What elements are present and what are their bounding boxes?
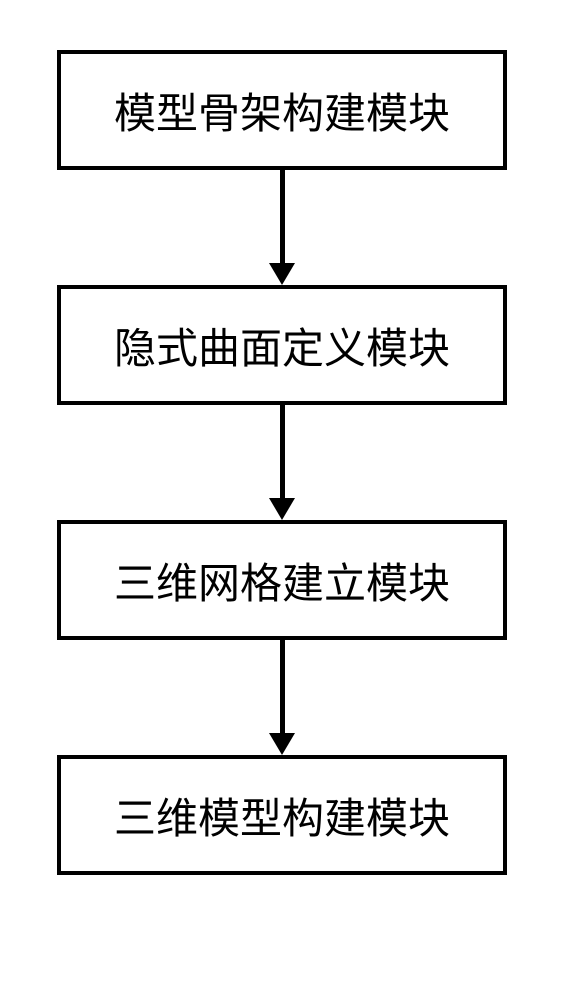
arrow-head-icon (269, 733, 295, 755)
arrow-shaft (280, 170, 285, 263)
flowchart-node: 三维模型构建模块 (57, 755, 507, 875)
flowchart-container: 模型骨架构建模块 隐式曲面定义模块 三维网格建立模块 三维模型构建模块 (0, 0, 564, 1000)
flowchart-node: 隐式曲面定义模块 (57, 285, 507, 405)
arrow-shaft (280, 405, 285, 498)
flowchart-arrow (269, 640, 295, 755)
flowchart-arrow (269, 170, 295, 285)
arrow-head-icon (269, 263, 295, 285)
arrow-head-icon (269, 498, 295, 520)
flowchart-node: 三维网格建立模块 (57, 520, 507, 640)
arrow-shaft (280, 640, 285, 733)
node-label: 隐式曲面定义模块 (114, 315, 450, 376)
node-label: 三维模型构建模块 (114, 785, 450, 846)
node-label: 三维网格建立模块 (114, 550, 450, 611)
flowchart-arrow (269, 405, 295, 520)
flowchart-node: 模型骨架构建模块 (57, 50, 507, 170)
node-label: 模型骨架构建模块 (114, 80, 450, 141)
